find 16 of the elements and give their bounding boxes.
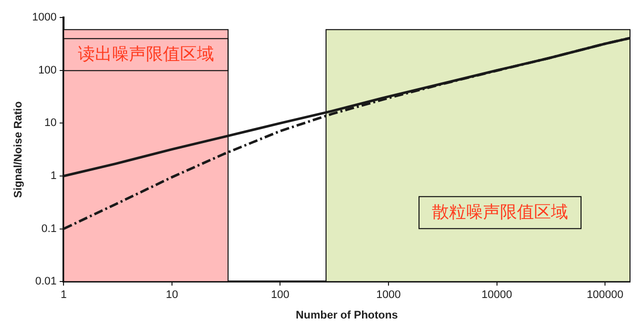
- band-label: 读出噪声限值区域: [78, 44, 214, 64]
- y-tick-label: 100: [38, 64, 57, 76]
- y-tick-label: 10: [44, 117, 57, 130]
- x-tick-label: 100000: [586, 289, 624, 302]
- x-tick-label: 100: [271, 289, 290, 302]
- x-tick-label: 1: [60, 289, 67, 302]
- y-tick-label: 1000: [32, 12, 57, 24]
- y-tick-label: 1: [50, 170, 57, 182]
- y-tick-label: 0.1: [41, 222, 57, 235]
- band-label: 散粒噪声限值区域: [432, 202, 568, 222]
- x-tick-label: 10: [166, 289, 178, 302]
- y-tick-label: 0.01: [35, 276, 57, 288]
- y-axis-title: Signal/Noise Ratio: [12, 101, 25, 198]
- x-tick-label: 10000: [481, 289, 512, 302]
- x-tick-label: 1000: [376, 289, 401, 302]
- x-axis-title: Number of Photons: [296, 309, 398, 322]
